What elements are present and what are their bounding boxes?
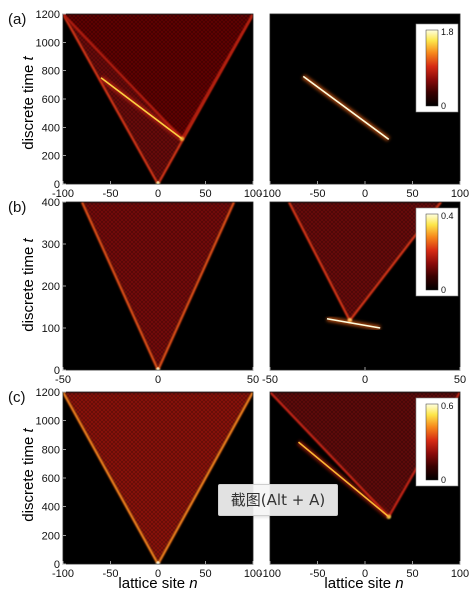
x-tick-label: 50 xyxy=(199,188,211,200)
colorbar-gradient xyxy=(425,213,439,291)
cone-right-edge xyxy=(156,202,236,370)
y-tick-label: 1000 xyxy=(36,416,60,428)
panel-a-right: -100 -50 0 50 100 1.8 0 xyxy=(259,13,469,200)
x-tick-label: 0 xyxy=(155,568,161,580)
y-tick-label: 0 xyxy=(54,559,60,571)
x-tick-label: 0 xyxy=(155,374,161,386)
x-tick-label: -100 xyxy=(52,568,74,580)
x-tick-label: -100 xyxy=(259,568,281,580)
wavefront-line xyxy=(100,77,183,140)
x-tick-label: 100 xyxy=(451,568,469,580)
x-tick-label: 100 xyxy=(244,568,262,580)
wavefront-line xyxy=(297,441,390,518)
y-tick-label: 600 xyxy=(42,473,60,485)
cone-left-edge xyxy=(288,202,351,321)
y-tick-label: 600 xyxy=(42,94,60,106)
x-tick-label: 50 xyxy=(406,568,418,580)
colorbar-min-label: 0 xyxy=(441,101,446,111)
row-label: (b) xyxy=(8,199,26,216)
cone-texture xyxy=(63,392,253,564)
row-label: (a) xyxy=(8,11,26,28)
colorbar-max-label: 0.4 xyxy=(441,211,454,221)
colorbar-min-label: 0 xyxy=(441,475,446,485)
cone-left-edge xyxy=(63,14,183,140)
x-tick-label: 100 xyxy=(244,188,262,200)
x-tick-label: -100 xyxy=(52,188,74,200)
y-tick-label: 400 xyxy=(42,502,60,514)
x-tick-label: -50 xyxy=(310,188,326,200)
cone-left-edge xyxy=(80,202,160,370)
cone-texture xyxy=(82,202,234,370)
y-tick-label: 800 xyxy=(42,66,60,78)
x-tick-label: 50 xyxy=(406,188,418,200)
ylabel-row-a: discrete time t xyxy=(20,55,37,149)
y-tick-label: 400 xyxy=(42,197,60,209)
wavefront-line xyxy=(302,75,390,141)
row-label: (c) xyxy=(8,389,26,406)
y-tick-label: 800 xyxy=(42,444,60,456)
xlabel-right: lattice site n xyxy=(324,575,403,592)
ylabel-row-b: discrete time t xyxy=(20,237,37,331)
x-tick-label: 0 xyxy=(362,188,368,200)
panel-b-right: -50 0 50 0.4 0 xyxy=(262,201,466,386)
cone-left-edge xyxy=(63,392,159,564)
y-tick-label: 300 xyxy=(42,239,60,251)
y-tick-label: 100 xyxy=(42,323,60,335)
wavefront-line xyxy=(326,317,381,329)
x-tick-label: -50 xyxy=(310,568,326,580)
ylabel-row-c: discrete time t xyxy=(20,427,37,521)
y-tick-label: 200 xyxy=(42,530,60,542)
x-tick-label: -50 xyxy=(262,374,278,386)
screenshot-tooltip: 截图(Alt + A) xyxy=(218,484,338,516)
colorbar-gradient xyxy=(425,403,439,481)
panel-c-right: -100 -50 0 50 100 0.6 0 xyxy=(259,391,469,580)
cone-left-edge xyxy=(270,392,390,518)
cone-left-edge xyxy=(63,14,159,184)
x-tick-label: 50 xyxy=(454,374,466,386)
y-tick-label: 200 xyxy=(42,281,60,293)
x-tick-label: -50 xyxy=(103,188,119,200)
x-tick-label: 0 xyxy=(362,374,368,386)
x-tick-label: 50 xyxy=(199,568,211,580)
y-tick-label: 200 xyxy=(42,151,60,163)
x-tick-label: -100 xyxy=(259,188,281,200)
colorbar-max-label: 0.6 xyxy=(441,401,454,411)
y-tick-label: 1000 xyxy=(36,37,60,49)
x-tick-label: 0 xyxy=(155,188,161,200)
x-tick-label: 50 xyxy=(247,374,259,386)
y-tick-label: 0 xyxy=(54,365,60,377)
cone-texture xyxy=(289,202,441,321)
cone-texture xyxy=(63,14,253,139)
colorbar-gradient xyxy=(425,29,439,107)
y-tick-label: 0 xyxy=(54,179,60,191)
x-tick-label: 100 xyxy=(451,188,469,200)
colorbar-max-label: 1.8 xyxy=(441,27,454,37)
x-tick-label: -50 xyxy=(55,374,71,386)
colorbar-min-label: 0 xyxy=(441,285,446,295)
cone-texture xyxy=(270,392,460,517)
cone-right-edge xyxy=(180,14,253,140)
y-tick-label: 1200 xyxy=(36,387,60,399)
xlabel-left: lattice site n xyxy=(118,575,197,592)
cone-right-edge xyxy=(157,392,253,564)
x-tick-label: -50 xyxy=(103,568,119,580)
y-tick-label: 400 xyxy=(42,122,60,134)
x-tick-label: 0 xyxy=(362,568,368,580)
y-tick-label: 1200 xyxy=(36,9,60,21)
